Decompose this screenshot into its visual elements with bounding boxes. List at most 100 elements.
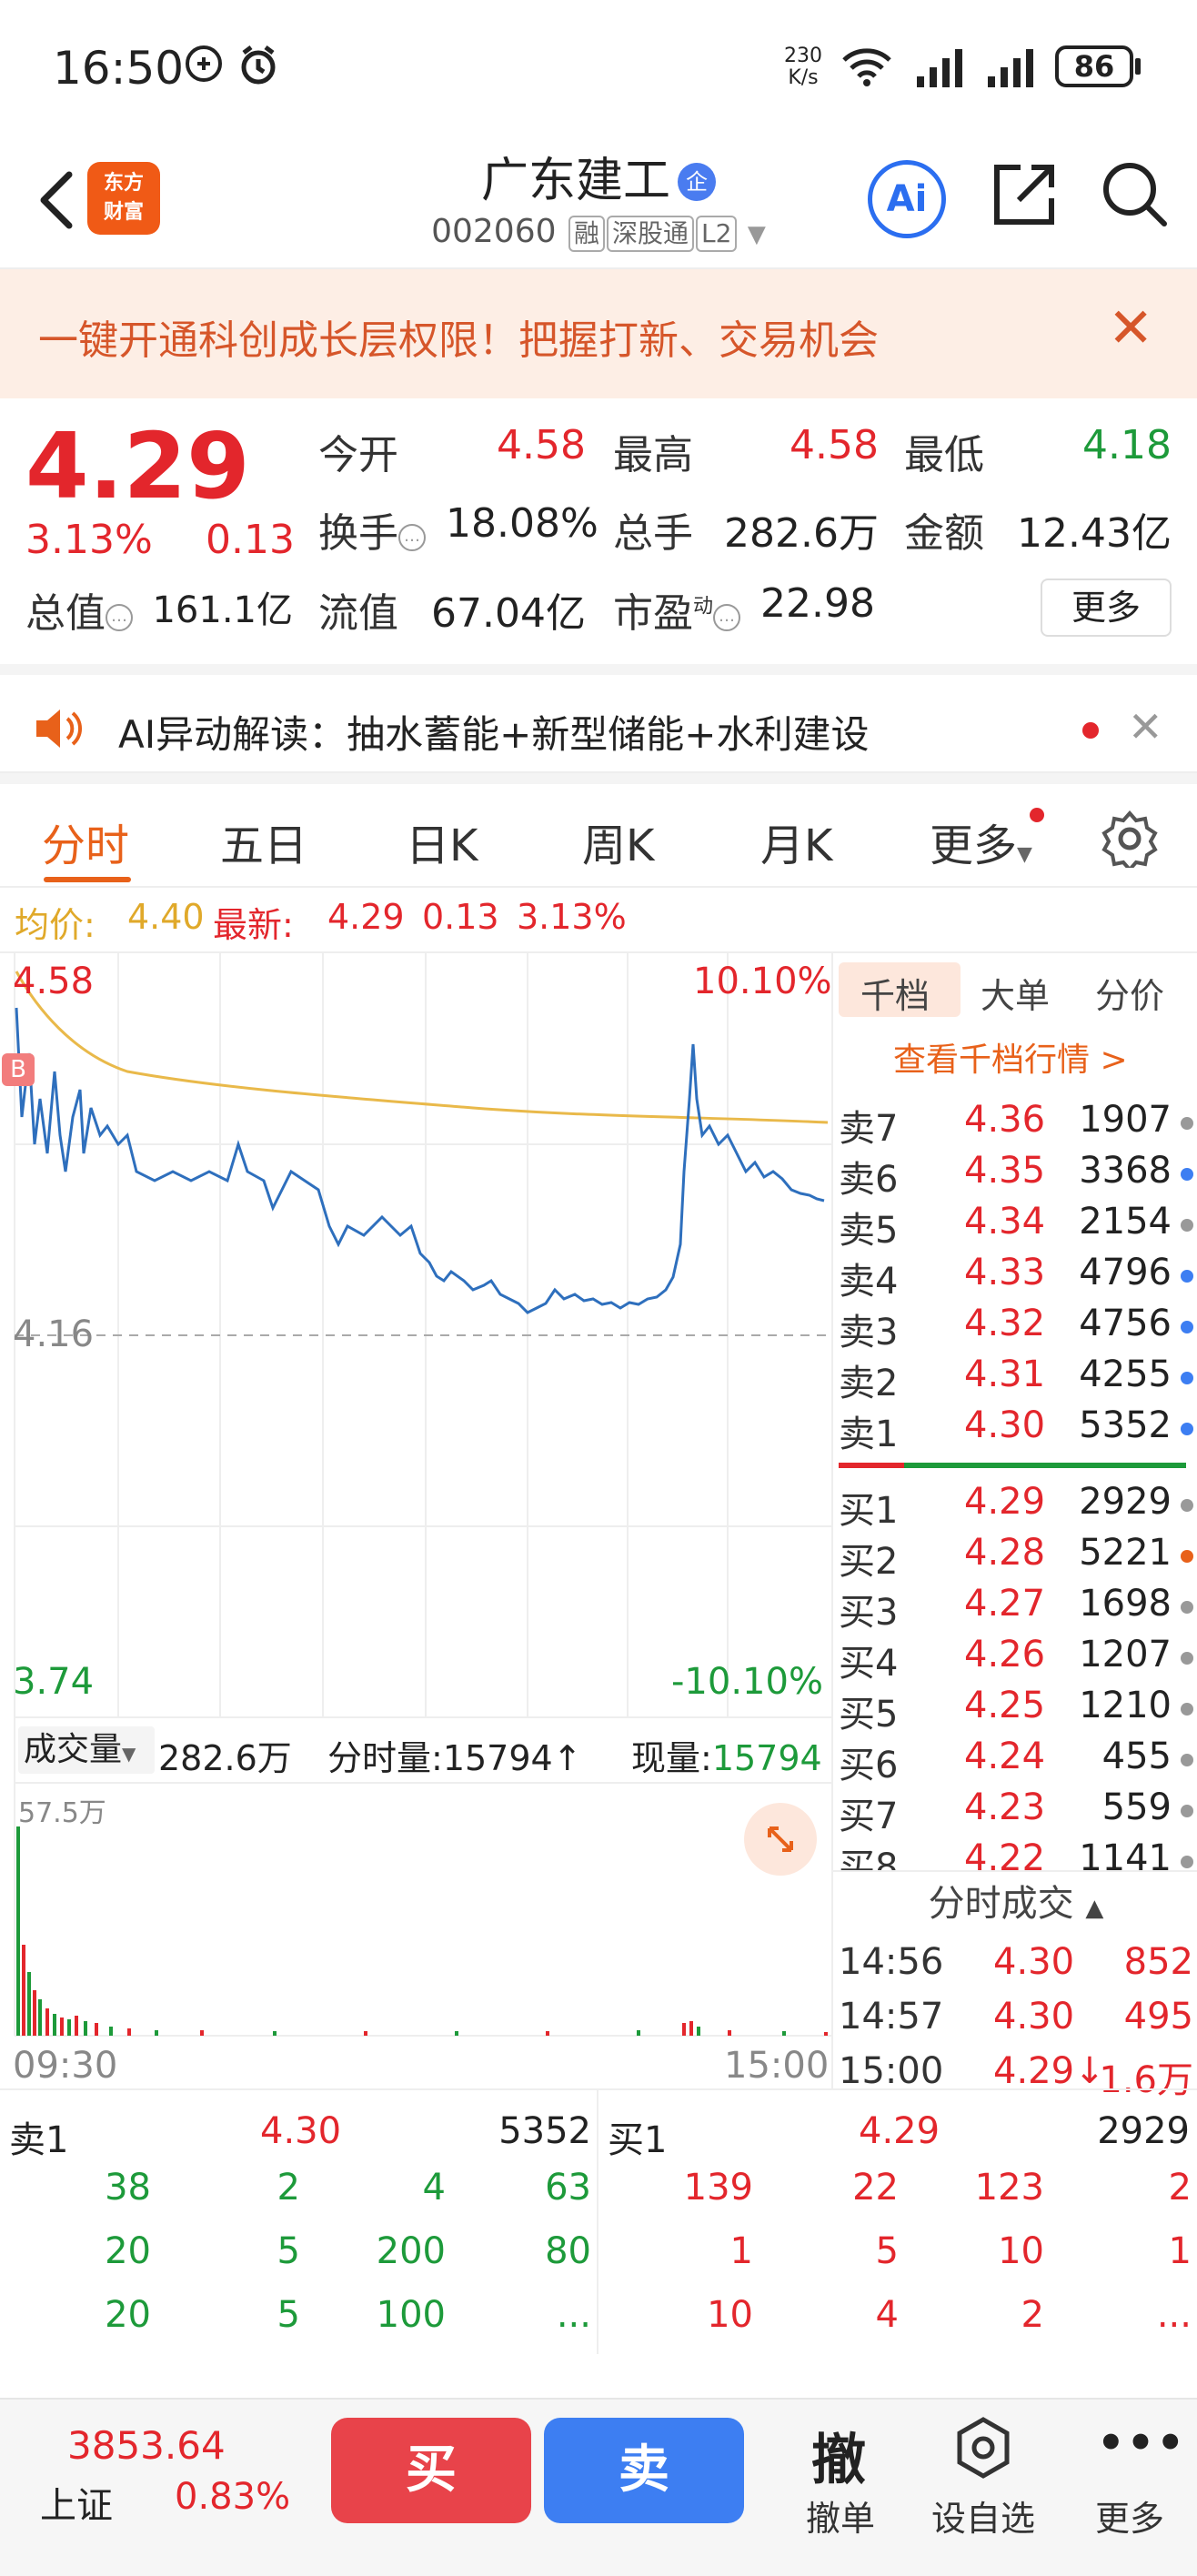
ask-price: 4.32 (964, 1303, 1046, 1344)
battery-icon: 86 (1055, 45, 1133, 87)
tab-monthly-k[interactable]: 月K (760, 820, 833, 871)
queue-cell: 2 (1168, 2167, 1192, 2209)
queue-cell: 10 (998, 2230, 1044, 2272)
queue-cell: 10 (707, 2294, 753, 2336)
depth-link[interactable]: 查看千档行情 > (893, 1041, 1128, 1079)
trade-price: 4.29↓ (993, 2050, 1105, 2092)
buy1-queue: 139 22 123 2 1 5 10 1 10 4 2... (598, 2167, 1197, 2358)
expand-icon[interactable] (744, 1803, 817, 1876)
bid-row: 买4 4.26 1207 (833, 1634, 1197, 1685)
search-icon[interactable] (1099, 158, 1172, 235)
ask-row: 卖5 4.34 2154 (833, 1201, 1197, 1252)
sync-icon (184, 44, 224, 92)
intraday-chart[interactable]: 4.58 10.10% 4.16 3.74 -10.10% B 成交量▼ 282… (0, 951, 832, 2088)
tab-active-indicator (44, 877, 131, 882)
index-value[interactable]: 3853.64 (67, 2423, 226, 2468)
buy-marker[interactable]: B (2, 1053, 35, 1086)
gear-icon[interactable] (1101, 810, 1159, 873)
close-icon[interactable]: ✕ (1128, 702, 1163, 751)
sell1-price: 4.30 (260, 2110, 342, 2152)
tab-price-dist[interactable]: 分价 (1095, 976, 1165, 1016)
trade-volume: 1.6万 (1099, 2059, 1193, 2101)
change-pct: 3.13% (25, 517, 153, 563)
ask-dot (1181, 1372, 1193, 1384)
signal-icon-2 (986, 47, 1037, 91)
bid-dot (1181, 1601, 1193, 1614)
buy-button[interactable]: 买 (331, 2418, 531, 2523)
bid-row: 买7 4.23 559 (833, 1786, 1197, 1837)
ask-price: 4.35 (964, 1150, 1046, 1192)
tag-l2: L2 (696, 216, 738, 252)
avg-label: 均价: (15, 905, 96, 945)
volume-selector[interactable]: 成交量▼ (18, 1726, 155, 1774)
queue-cell: 63 (545, 2167, 591, 2209)
app-logo[interactable]: 东方 财富 (87, 162, 160, 235)
bid-dot (1181, 1703, 1193, 1716)
tab-five-day[interactable]: 五日 (220, 820, 308, 871)
stock-code-line[interactable]: 002060 融深股通 L2 ▼ (0, 213, 1197, 252)
bottom-toolbar: 3853.64 上证 0.83% 买 卖 撤 撤单 设自选 ••• 更多 (0, 2398, 1197, 2576)
queue-cell: 38 (105, 2167, 151, 2209)
more-button[interactable]: 更多 (1041, 579, 1172, 637)
tab-intraday[interactable]: 分时 (42, 820, 130, 871)
volume-bars (16, 1826, 828, 2036)
ask-volume: 4255 (1079, 1353, 1172, 1395)
bid-volume: 1207 (1079, 1634, 1172, 1675)
queue-cell: 2 (277, 2167, 300, 2209)
bid-label: 买1 (839, 1490, 899, 1532)
index-name[interactable]: 上证 (40, 2485, 113, 2527)
last-price: 4.29 (25, 413, 250, 519)
trades-header[interactable]: 分时成交 ▲ (833, 1870, 1197, 1936)
battery-tip (1135, 58, 1141, 75)
queue-cell: 4 (422, 2167, 446, 2209)
sell-button[interactable]: 卖 (544, 2418, 744, 2523)
queue-cell: 5 (277, 2294, 300, 2336)
bid-volume: 455 (1101, 1736, 1172, 1777)
more-label[interactable]: 更多 (1094, 2499, 1164, 2539)
tab-large-orders[interactable]: 大单 (981, 976, 1051, 1016)
ask-label: 卖3 (839, 1312, 899, 1353)
index-pct[interactable]: 0.83% (175, 2476, 291, 2518)
latest-pct: 3.13% (517, 897, 627, 937)
banner-text[interactable]: 一键开通科创成长层权限！把握打新、交易机会 (38, 317, 879, 364)
ask-label: 卖4 (839, 1261, 899, 1303)
back-arrow-icon[interactable] (27, 164, 91, 236)
ask-row: 卖1 4.30 5352 (833, 1404, 1197, 1455)
bid-price: 4.25 (964, 1685, 1046, 1726)
pe-value: 22.98 (760, 580, 875, 627)
ai-insight-bar[interactable]: AI异动解读：抽水蓄能+新型储能+水利建设 ✕ (0, 664, 1197, 773)
cancel-order-label[interactable]: 撤单 (805, 2499, 875, 2539)
chevron-down-icon: ▼ (747, 221, 766, 248)
trade-time: 15:00 (839, 2050, 944, 2092)
price-series (15, 1007, 825, 1314)
queue-cell: 5 (875, 2230, 899, 2272)
tab-more[interactable]: 更多▼ (930, 820, 1032, 871)
ask-dot (1181, 1423, 1193, 1435)
tab-daily-k[interactable]: 日K (406, 820, 478, 871)
watchlist-icon[interactable] (953, 2416, 1013, 2483)
bid-label: 买4 (839, 1643, 899, 1685)
tab-depth[interactable]: 千档 (860, 976, 930, 1016)
ai-button[interactable]: Ai (868, 160, 946, 238)
trade-row: 14:56 4.30 852 (833, 1941, 1197, 1992)
clock: 16:50 (53, 42, 185, 95)
promo-banner[interactable]: 一键开通科创成长层权限！把握打新、交易机会 ✕ (0, 269, 1197, 398)
bid-price: 4.29 (964, 1481, 1046, 1523)
company-badge: 企 (678, 163, 716, 201)
ask-row: 卖7 4.36 1907 (833, 1099, 1197, 1150)
cancel-order-icon[interactable]: 撤 (811, 2429, 866, 2492)
share-icon[interactable] (990, 160, 1059, 233)
ask-volume: 2154 (1079, 1201, 1172, 1243)
add-watchlist-label[interactable]: 设自选 (930, 2499, 1035, 2539)
bid-dot (1181, 1499, 1193, 1512)
close-icon[interactable]: ✕ (1108, 297, 1154, 360)
queue-cell: 1 (1168, 2230, 1192, 2272)
bid-price: 4.26 (964, 1634, 1046, 1675)
ai-insight-text[interactable]: AI异动解读：抽水蓄能+新型储能+水利建设 (118, 712, 870, 757)
volume-value: 282.6万 (724, 510, 879, 557)
volume-label: 总手 (613, 510, 693, 557)
ask-label: 卖2 (839, 1363, 899, 1404)
ask-volume: 4756 (1079, 1303, 1172, 1344)
more-icon[interactable]: ••• (1097, 2418, 1187, 2469)
tab-weekly-k[interactable]: 周K (582, 820, 655, 871)
